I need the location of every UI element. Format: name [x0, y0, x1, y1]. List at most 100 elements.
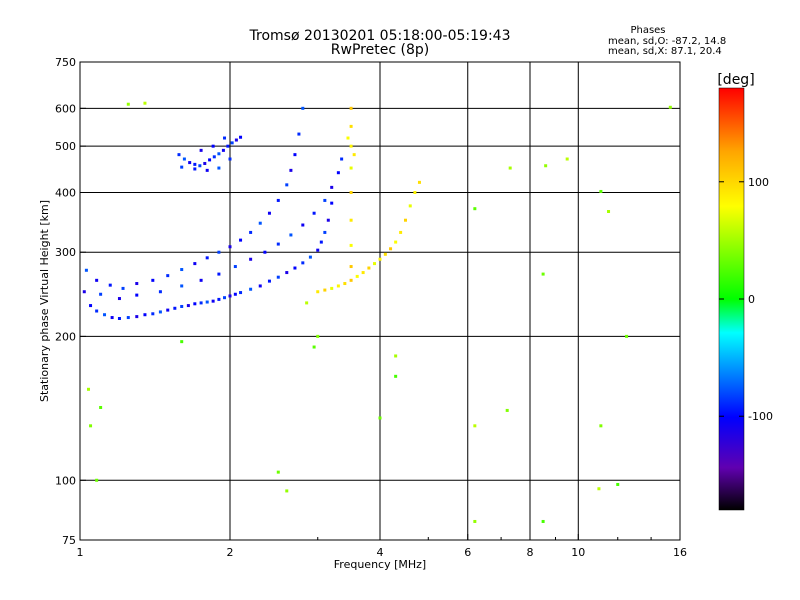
data-point: [228, 294, 232, 298]
data-point: [217, 166, 221, 170]
data-point: [103, 313, 107, 317]
chart-title: Tromsø 20130201 05:18:00-05:19:43: [249, 28, 511, 44]
data-point: [226, 144, 230, 148]
data-points: [82, 101, 672, 523]
data-point: [378, 257, 382, 261]
x-axis-ticks: 1 2 4 6 8 10 16: [77, 534, 687, 559]
data-point: [285, 489, 289, 493]
data-point: [616, 482, 620, 486]
data-point: [349, 124, 353, 128]
data-point: [108, 283, 112, 287]
data-point: [473, 519, 477, 523]
data-point: [82, 290, 86, 294]
x-axis-label: Frequency [MHz]: [334, 558, 426, 571]
data-point: [541, 519, 545, 523]
data-point: [361, 271, 365, 275]
data-point: [143, 313, 147, 317]
data-point: [151, 312, 155, 316]
data-point: [403, 218, 407, 222]
data-point: [95, 309, 99, 313]
data-point: [186, 304, 190, 308]
data-point: [544, 164, 548, 168]
data-point: [198, 164, 202, 168]
data-point: [193, 162, 197, 166]
y-tick-label: 500: [55, 140, 76, 153]
data-point: [323, 230, 327, 234]
data-point: [217, 297, 221, 301]
data-point: [223, 296, 227, 300]
data-point: [193, 262, 197, 266]
data-point: [99, 292, 103, 296]
data-point: [199, 148, 203, 152]
data-point: [508, 166, 512, 170]
data-point: [166, 308, 170, 312]
data-point: [389, 247, 393, 251]
data-point: [223, 136, 227, 140]
data-point: [180, 340, 184, 344]
data-point: [180, 304, 184, 308]
data-point: [84, 268, 88, 272]
x-tick-label: 1: [77, 546, 84, 559]
data-point: [599, 189, 603, 193]
data-point: [336, 284, 340, 288]
data-point: [373, 262, 377, 266]
data-point: [276, 242, 280, 246]
y-tick-label: 750: [55, 56, 76, 69]
data-point: [212, 155, 216, 159]
data-point: [249, 257, 253, 261]
data-point: [330, 286, 334, 290]
data-point: [349, 218, 353, 222]
data-point: [205, 256, 209, 260]
colorbar-label: [deg]: [717, 72, 754, 88]
data-point: [394, 240, 398, 244]
data-point: [316, 290, 320, 294]
data-point: [239, 291, 243, 295]
data-point: [319, 240, 323, 244]
phase-stats-x: mean, sd,X: 87.1, 20.4: [608, 46, 722, 57]
data-point: [267, 211, 271, 215]
data-point: [541, 272, 545, 276]
data-point: [193, 302, 197, 306]
data-point: [326, 218, 330, 222]
data-point: [205, 168, 209, 172]
data-point: [199, 278, 203, 282]
data-point: [352, 153, 356, 157]
data-point: [316, 334, 320, 338]
data-point: [349, 243, 353, 247]
data-point: [126, 316, 130, 320]
data-point: [312, 345, 316, 349]
colorbar: [deg] 100 0 -100: [717, 72, 773, 511]
data-point: [367, 266, 371, 270]
data-point: [89, 424, 93, 428]
data-point: [205, 300, 209, 304]
data-point: [378, 416, 382, 420]
data-point: [289, 233, 293, 237]
data-point: [355, 274, 359, 278]
data-point: [383, 252, 387, 256]
y-tick-label: 300: [55, 246, 76, 259]
data-point: [399, 230, 403, 234]
data-point: [305, 301, 309, 305]
data-point: [505, 408, 509, 412]
data-point: [221, 148, 225, 152]
data-point: [249, 287, 253, 291]
data-point: [297, 132, 301, 136]
data-point: [301, 106, 305, 110]
x-tick-label: 16: [673, 546, 687, 559]
data-point: [258, 221, 262, 225]
data-point: [308, 255, 312, 259]
phase-stats-o: mean, sd,O: -87.2, 14.8: [608, 36, 726, 47]
data-point: [180, 165, 184, 169]
data-point: [234, 138, 238, 142]
chart-subtitle: RwPretec (8p): [331, 42, 429, 58]
data-point: [349, 144, 353, 148]
data-point: [158, 290, 162, 294]
data-point: [408, 204, 412, 208]
x-tick-label: 6: [464, 546, 471, 559]
data-point: [301, 223, 305, 227]
data-point: [263, 250, 267, 254]
phase-stats-title: Phases: [630, 25, 665, 36]
data-point: [110, 316, 114, 320]
data-point: [173, 306, 177, 310]
data-point: [135, 282, 139, 286]
